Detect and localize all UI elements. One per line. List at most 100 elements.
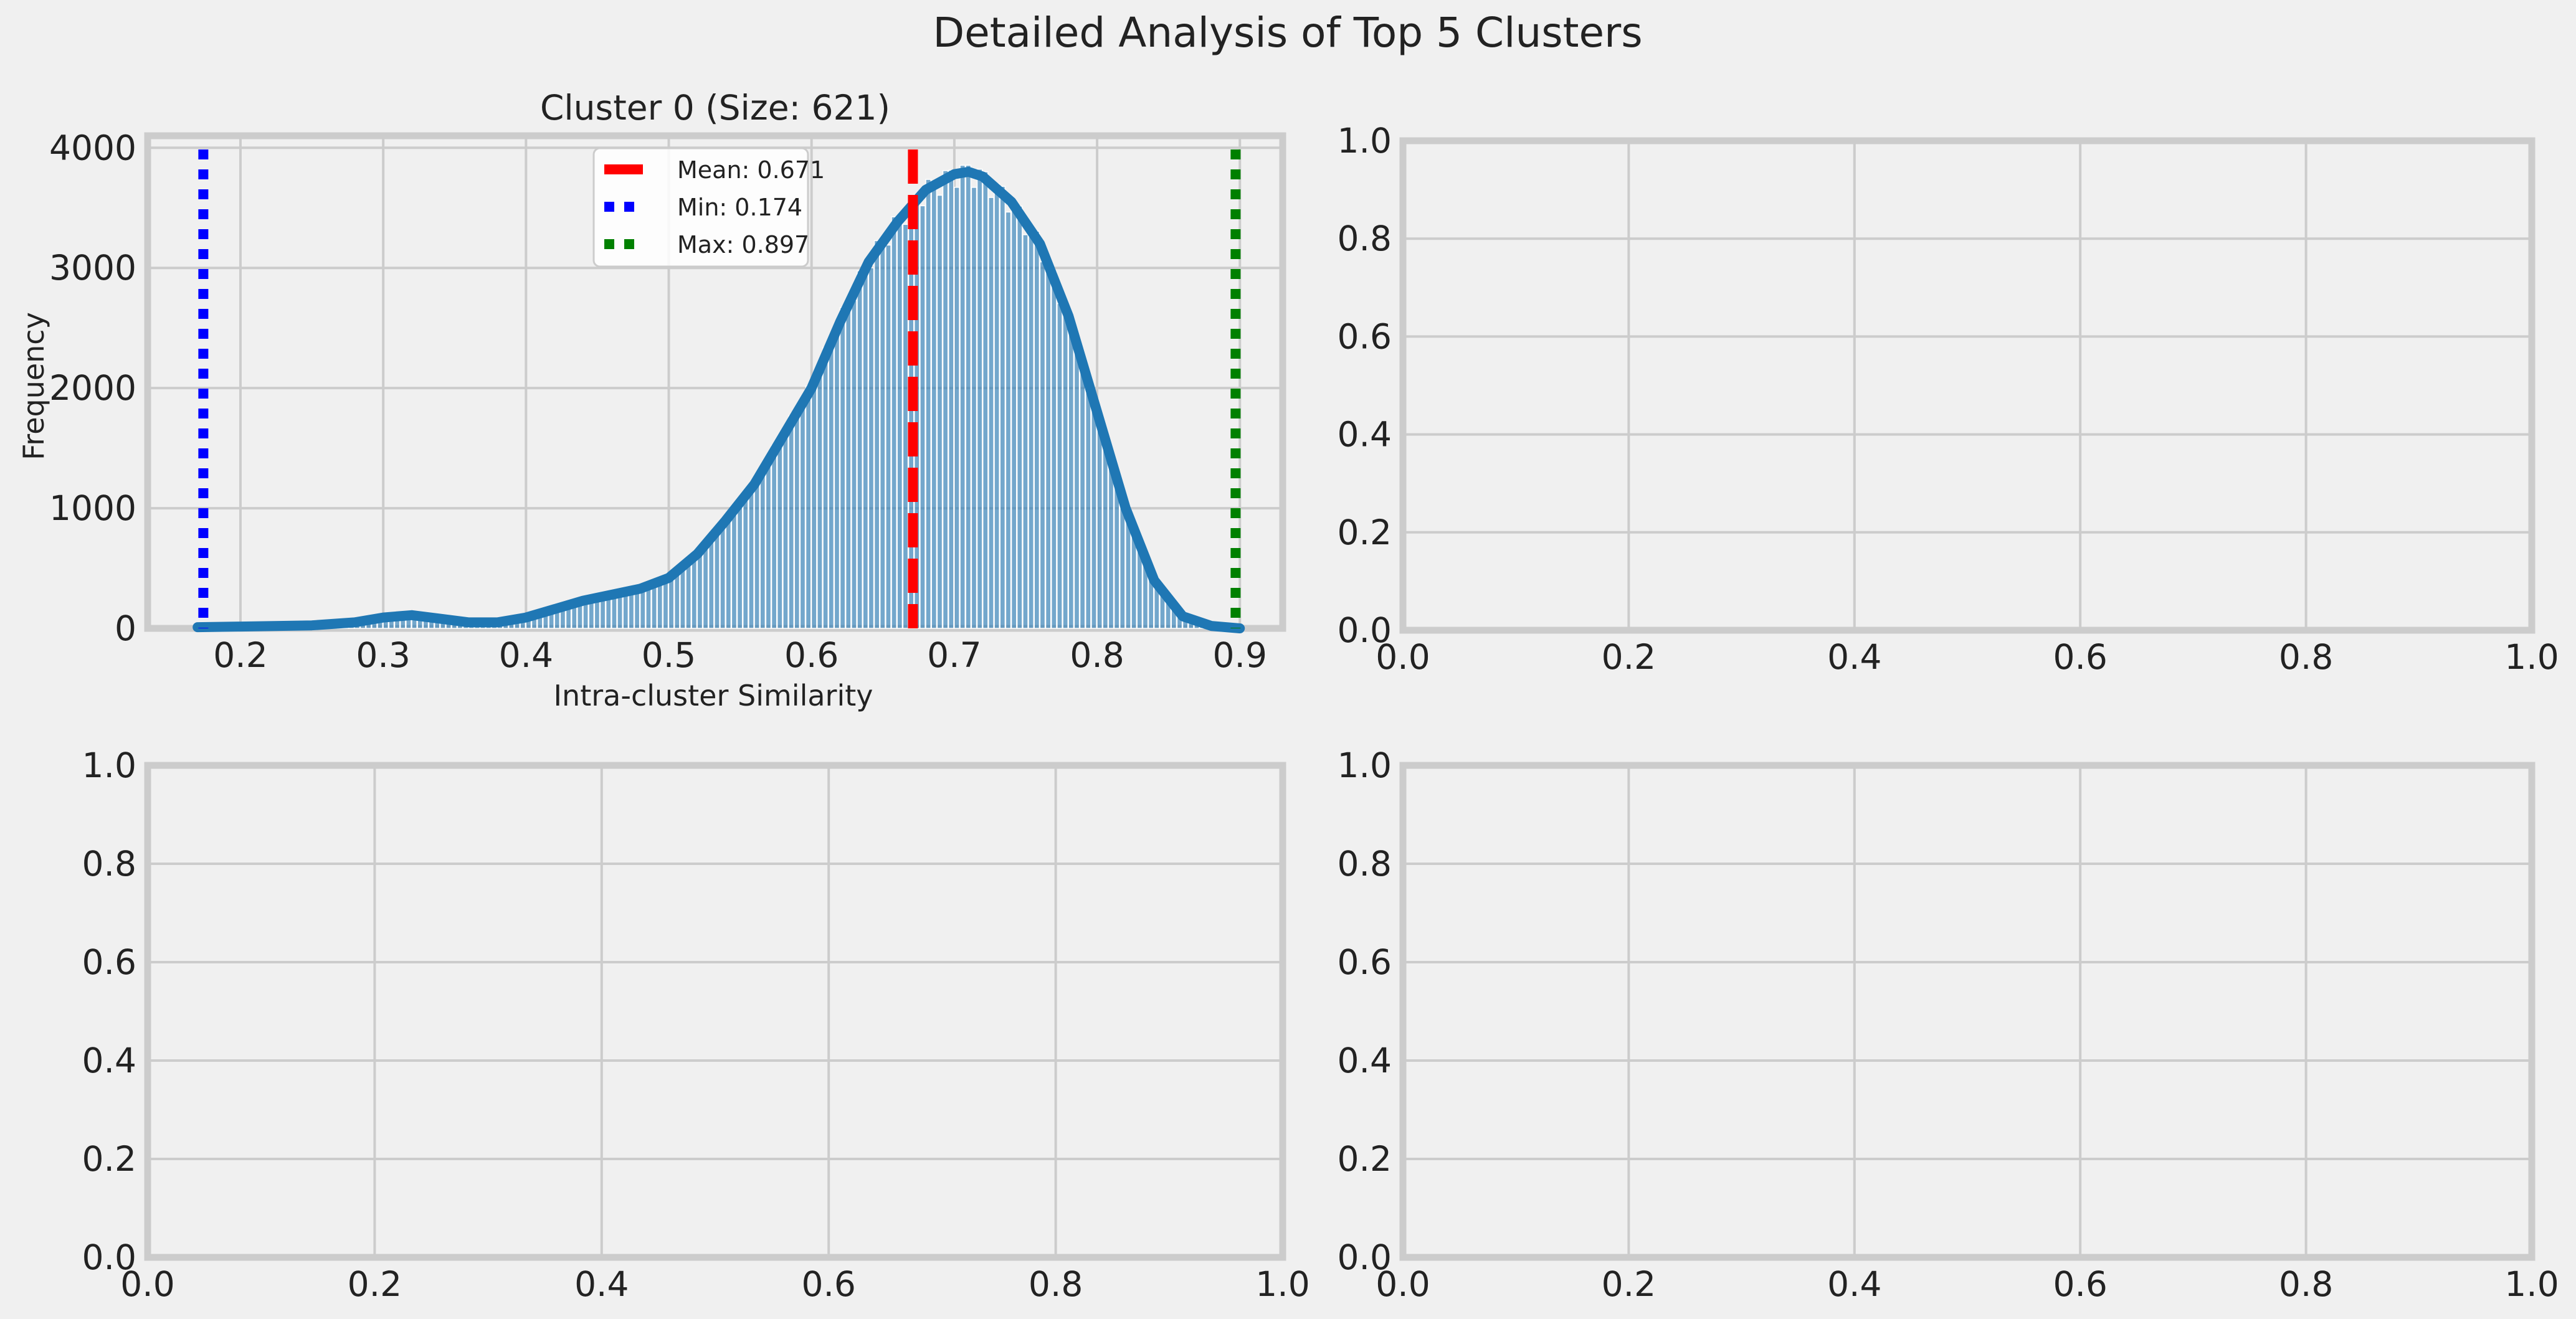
histogram-bar bbox=[999, 186, 1006, 629]
panel-0-xlabel: Intra-cluster Similarity bbox=[553, 679, 873, 712]
panel-2-grid bbox=[148, 765, 1283, 1257]
histogram-bar bbox=[708, 538, 715, 629]
histogram-bar bbox=[754, 474, 760, 629]
histogram-bar bbox=[1073, 352, 1080, 629]
histogram-bar bbox=[971, 187, 977, 629]
panel-2-tick-labels: 0.00.0 0.2 0.2 0.4 0.4 0.6 0.6 0.8 0.8 1.0 1.0 bbox=[82, 745, 1310, 1304]
kde-curve bbox=[192, 166, 1245, 633]
panel-2-xtick-label: 1.0 bbox=[1255, 1264, 1309, 1304]
legend-box bbox=[592, 147, 809, 268]
histogram-bar bbox=[868, 267, 875, 629]
histogram-bar bbox=[691, 557, 698, 629]
histogram-bar bbox=[662, 579, 669, 629]
histogram-bar bbox=[776, 442, 783, 629]
histogram-bar bbox=[839, 307, 846, 629]
panel-0-ytick-label: 3000 bbox=[49, 248, 136, 288]
panel-1-grid bbox=[1403, 141, 2532, 630]
histogram-bar bbox=[982, 171, 989, 629]
panel-1-ytick-label: 0.8 bbox=[1338, 219, 1392, 258]
histogram-bar bbox=[1125, 518, 1131, 629]
panel-0-tick-labels: 0.2 0.3 0.4 0.5 0.6 0.7 0.8 0.9 0 1000 2000 3000 400… bbox=[49, 128, 1267, 675]
panel-0-xtick-label: 0.2 bbox=[213, 635, 267, 675]
cluster-0-panel: 0.2 0.3 0.4 0.5 0.6 0.7 0.8 0.9 0 1000 2000 3000 400… bbox=[17, 88, 1286, 712]
histogram-bar bbox=[931, 180, 938, 629]
panel-2-ytick-label: 0.0 bbox=[82, 1237, 136, 1277]
legend: Mean: 0.671 Min: 0.174 Max: 0.897 bbox=[592, 147, 825, 268]
histogram-bar bbox=[794, 414, 801, 629]
panel-1-xtick-label: 0.4 bbox=[1827, 637, 1881, 677]
panel-3-ytick-label: 1.0 bbox=[1338, 745, 1392, 785]
histogram-bar bbox=[851, 300, 857, 629]
panel-3-frame bbox=[1399, 762, 2536, 1261]
panel-0-xtick-label: 0.7 bbox=[927, 635, 981, 675]
histogram-bar bbox=[1045, 263, 1052, 629]
panel-0-xtick-label: 0.3 bbox=[356, 635, 410, 675]
histogram-bar bbox=[657, 582, 663, 629]
histogram-bar bbox=[759, 471, 766, 629]
histogram-bar bbox=[1091, 407, 1097, 629]
histogram-bar bbox=[994, 183, 1000, 629]
histogram-bar bbox=[1057, 303, 1063, 629]
histogram-bar bbox=[639, 588, 646, 629]
panel-3-xtick-label: 0.6 bbox=[2053, 1264, 2107, 1304]
reference-lines bbox=[198, 149, 1241, 628]
panel-1-xtick-label: 0.2 bbox=[1602, 637, 1656, 677]
histogram-bar bbox=[1016, 206, 1023, 629]
panel-0-xtick-label: 0.5 bbox=[642, 635, 696, 675]
histogram-bar bbox=[920, 205, 926, 629]
panel-3-xtick-label: 1.0 bbox=[2504, 1264, 2559, 1304]
panel-1: 0.00.0 0.2 0.2 0.4 0.4 0.6 0.6 0.8 0.8 1.0 1.0 bbox=[1338, 121, 2559, 677]
panel-3-xtick-label: 0.0 bbox=[1376, 1264, 1430, 1304]
histogram-bar bbox=[1102, 435, 1109, 629]
panel-0-ytick-label: 0 bbox=[115, 608, 136, 648]
histogram-bar bbox=[685, 559, 692, 629]
histogram-bar bbox=[896, 216, 903, 629]
histogram-bar bbox=[828, 343, 835, 629]
histogram-bar bbox=[605, 595, 612, 629]
panel-1-ytick-label: 0.6 bbox=[1338, 316, 1392, 356]
panel-0-ytick-label: 2000 bbox=[49, 368, 136, 408]
panel-0-xtick-label: 0.9 bbox=[1213, 635, 1267, 675]
histogram-bar bbox=[714, 531, 720, 629]
histogram-bar bbox=[680, 565, 686, 629]
panel-0-ytick-label: 1000 bbox=[49, 488, 136, 528]
histogram-bar bbox=[799, 407, 806, 629]
panel-3-ytick-label: 0.2 bbox=[1338, 1139, 1392, 1179]
histogram-bar bbox=[696, 551, 703, 629]
histogram-bar bbox=[1108, 463, 1115, 629]
histogram-bar bbox=[885, 244, 891, 629]
panel-2-ytick-label: 0.6 bbox=[82, 942, 136, 982]
panel-3-grid bbox=[1403, 765, 2532, 1257]
histogram-bar bbox=[965, 164, 972, 629]
histogram-bar bbox=[1005, 211, 1012, 629]
histogram-bar bbox=[1062, 307, 1068, 629]
histogram-bar bbox=[1068, 318, 1075, 629]
histogram-bar bbox=[645, 585, 652, 629]
histogram-bar bbox=[725, 518, 732, 629]
histogram-bar bbox=[765, 462, 772, 629]
panel-3-ytick-label: 0.4 bbox=[1338, 1041, 1392, 1080]
panel-1-ytick-label: 1.0 bbox=[1338, 121, 1392, 161]
histogram-bar bbox=[622, 592, 629, 629]
panel-1-xtick-label: 0.0 bbox=[1376, 637, 1430, 677]
panel-0-xtick-label: 0.4 bbox=[499, 635, 553, 675]
figure-title: Detailed Analysis of Top 5 Clusters bbox=[933, 9, 1642, 57]
histogram-bar bbox=[720, 520, 726, 629]
histogram-bar bbox=[959, 164, 966, 629]
panel-3-ytick-label: 0.0 bbox=[1338, 1237, 1392, 1277]
panel-2-xtick-label: 0.4 bbox=[574, 1264, 629, 1304]
panel-2-ytick-label: 1.0 bbox=[82, 745, 136, 785]
histogram-bar bbox=[1096, 421, 1103, 629]
histogram-bar bbox=[1028, 227, 1034, 629]
panel-3-tick-labels: 0.00.0 0.2 0.2 0.4 0.4 0.6 0.6 0.8 0.8 1.0 1.0 bbox=[1338, 745, 2559, 1304]
legend-label: Mean: 0.671 bbox=[677, 156, 825, 184]
histogram-bar bbox=[988, 197, 994, 629]
histogram-bar bbox=[925, 179, 931, 629]
histogram-bar bbox=[822, 347, 829, 629]
histogram-bar bbox=[862, 267, 869, 629]
histogram-bar bbox=[748, 489, 754, 629]
histogram-bar bbox=[1079, 363, 1086, 629]
panel-1-xtick-label: 0.6 bbox=[2053, 637, 2107, 677]
panel-1-tick-labels: 0.00.0 0.2 0.2 0.4 0.4 0.6 0.6 0.8 0.8 1.0 1.0 bbox=[1338, 121, 2559, 677]
histogram-bar bbox=[891, 216, 897, 629]
